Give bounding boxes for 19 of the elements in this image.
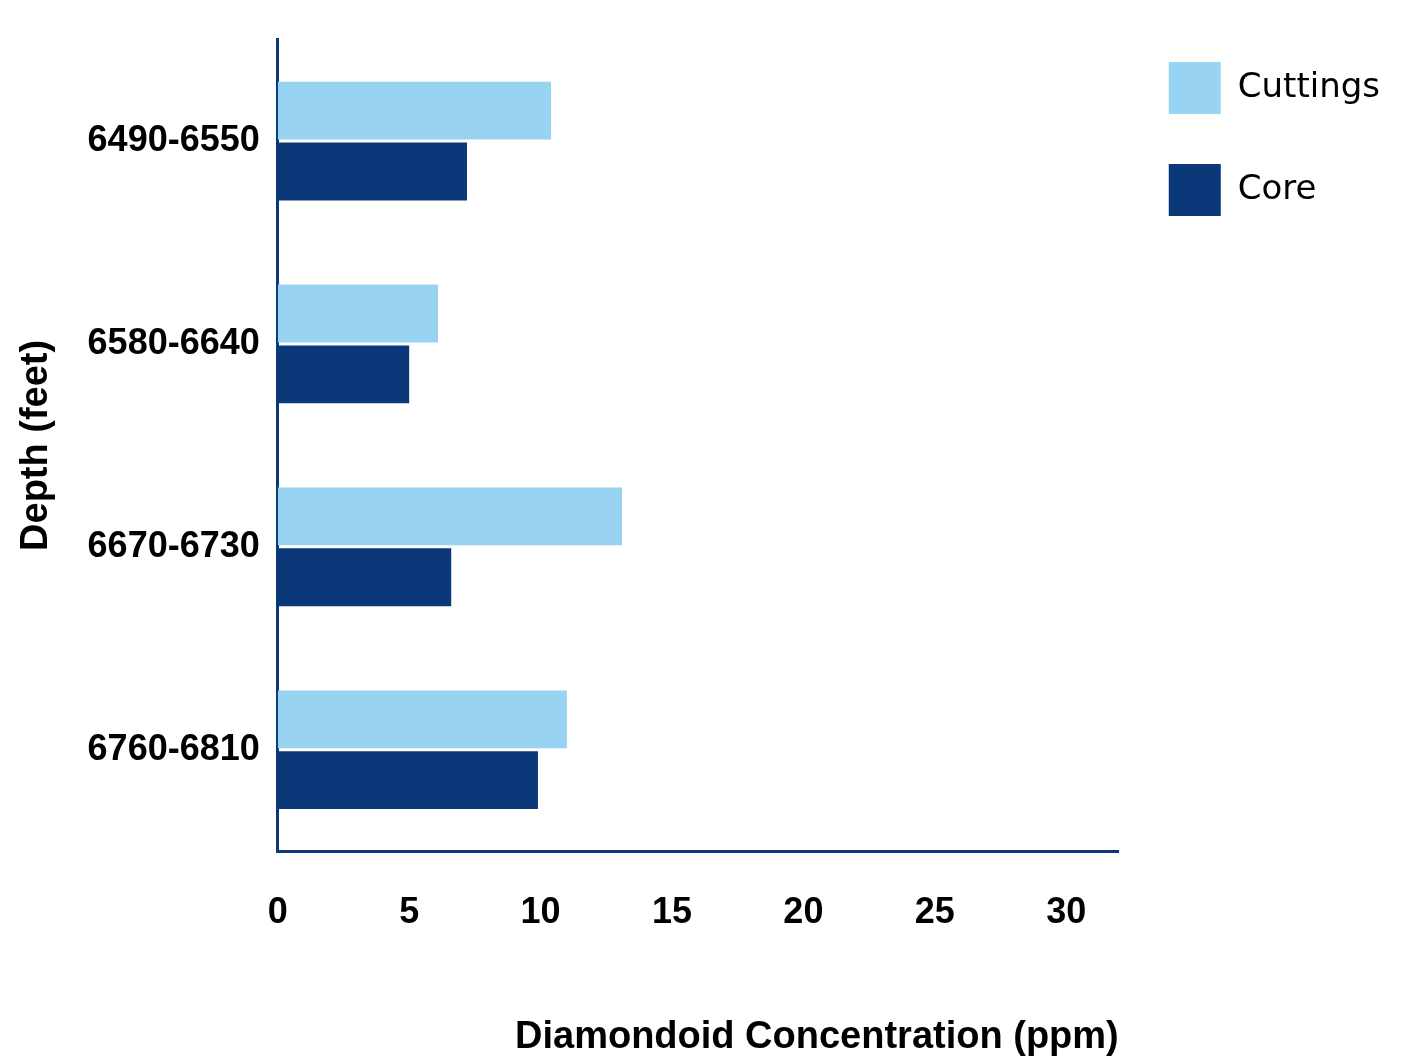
x-tick-label: 30 (1046, 889, 1087, 931)
x-tick-label: 5 (399, 889, 420, 931)
bar (277, 284, 439, 343)
y-axis-title: Depth (feet) (13, 339, 56, 551)
legend-label: Core (1237, 166, 1317, 207)
legend-label: Cuttings (1237, 64, 1381, 105)
x-tick-label: 0 (267, 889, 288, 931)
bar (277, 690, 567, 749)
y-tick-label: 6670-6730 (87, 523, 260, 565)
x-axis-title: Diamondoid Concentration (ppm) (515, 1013, 1119, 1056)
bar (277, 487, 623, 546)
x-tick-label: 25 (914, 889, 955, 931)
x-tick-label: 10 (520, 889, 561, 931)
x-tick-label: 20 (783, 889, 824, 931)
y-tick-label: 6580-6640 (87, 320, 260, 362)
y-tick-label: 6490-6550 (87, 117, 260, 159)
bar (277, 81, 552, 140)
y-tick-label: 6760-6810 (87, 726, 260, 768)
x-tick-label: 15 (651, 889, 692, 931)
